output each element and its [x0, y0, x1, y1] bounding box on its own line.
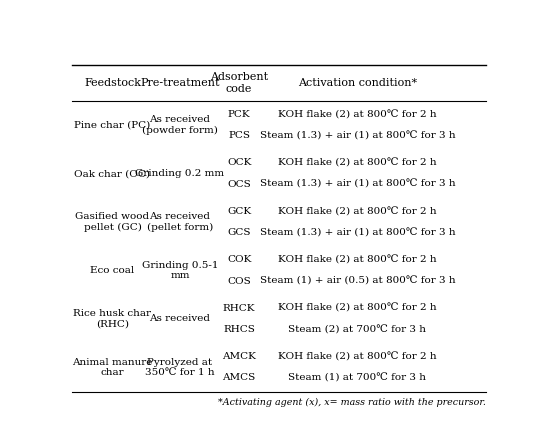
Text: Animal manure
char: Animal manure char: [72, 358, 153, 377]
Text: *Activating agent (x), x= mass ratio with the precursor.: *Activating agent (x), x= mass ratio wit…: [219, 398, 486, 407]
Text: Grinding 0.2 mm: Grinding 0.2 mm: [136, 169, 225, 178]
Text: Steam (1) at 700℃ for 3 h: Steam (1) at 700℃ for 3 h: [288, 373, 426, 382]
Text: Rice husk char
(RHC): Rice husk char (RHC): [74, 309, 152, 329]
Text: GCS: GCS: [227, 228, 251, 237]
Text: RHCS: RHCS: [223, 325, 255, 334]
Text: Adsorbent
code: Adsorbent code: [210, 72, 268, 94]
Text: KOH flake (2) at 800℃ for 2 h: KOH flake (2) at 800℃ for 2 h: [278, 207, 437, 216]
Text: OCS: OCS: [227, 180, 251, 189]
Text: Pyrolyzed at
350℃ for 1 h: Pyrolyzed at 350℃ for 1 h: [145, 358, 215, 377]
Text: Oak char (OC): Oak char (OC): [75, 169, 150, 178]
Text: Pine char (PC): Pine char (PC): [74, 120, 150, 130]
Text: KOH flake (2) at 800℃ for 2 h: KOH flake (2) at 800℃ for 2 h: [278, 159, 437, 167]
Text: Feedstock: Feedstock: [84, 78, 141, 88]
Text: As received
(powder form): As received (powder form): [142, 115, 218, 135]
Text: Pre-treatment: Pre-treatment: [140, 78, 220, 88]
Text: Steam (1.3) + air (1) at 800℃ for 3 h: Steam (1.3) + air (1) at 800℃ for 3 h: [259, 179, 455, 189]
Text: AMCK: AMCK: [222, 352, 256, 361]
Text: Eco coal: Eco coal: [90, 266, 135, 275]
Text: Activation condition*: Activation condition*: [298, 78, 417, 88]
Text: COS: COS: [227, 276, 251, 286]
Text: Steam (1.3) + air (1) at 800℃ for 3 h: Steam (1.3) + air (1) at 800℃ for 3 h: [259, 131, 455, 140]
Text: KOH flake (2) at 800℃ for 2 h: KOH flake (2) at 800℃ for 2 h: [278, 304, 437, 313]
Text: OCK: OCK: [227, 159, 251, 167]
Text: KOH flake (2) at 800℃ for 2 h: KOH flake (2) at 800℃ for 2 h: [278, 255, 437, 264]
Text: KOH flake (2) at 800℃ for 2 h: KOH flake (2) at 800℃ for 2 h: [278, 110, 437, 119]
Text: KOH flake (2) at 800℃ for 2 h: KOH flake (2) at 800℃ for 2 h: [278, 352, 437, 361]
Text: GCK: GCK: [227, 207, 251, 216]
Text: Steam (2) at 700℃ for 3 h: Steam (2) at 700℃ for 3 h: [288, 325, 426, 334]
Text: Grinding 0.5-1
mm: Grinding 0.5-1 mm: [142, 261, 219, 280]
Text: RHCK: RHCK: [223, 304, 256, 313]
Text: AMCS: AMCS: [222, 373, 256, 382]
Text: Steam (1) + air (0.5) at 800℃ for 3 h: Steam (1) + air (0.5) at 800℃ for 3 h: [259, 276, 455, 286]
Text: Gasified wood
pellet (GC): Gasified wood pellet (GC): [75, 212, 149, 232]
Text: COK: COK: [227, 255, 251, 264]
Text: As received
(pellet form): As received (pellet form): [147, 212, 213, 232]
Text: As received: As received: [149, 315, 210, 323]
Text: Steam (1.3) + air (1) at 800℃ for 3 h: Steam (1.3) + air (1) at 800℃ for 3 h: [259, 228, 455, 237]
Text: PCK: PCK: [228, 110, 251, 119]
Text: PCS: PCS: [228, 131, 250, 140]
